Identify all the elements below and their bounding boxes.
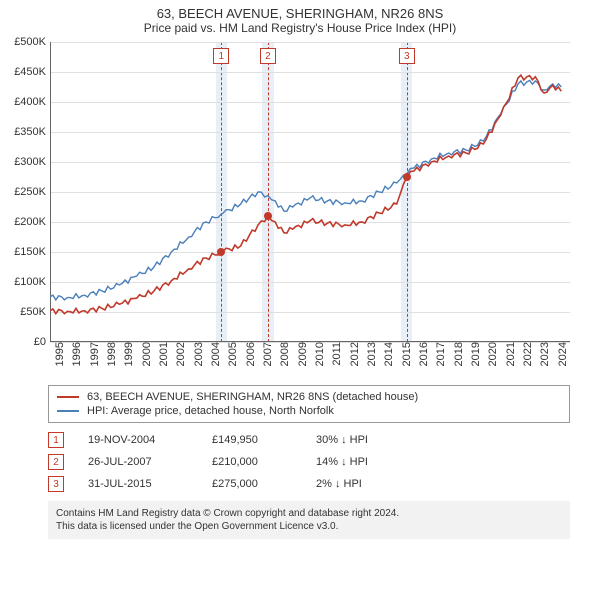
y-axis-label: £250K [14,186,50,198]
sale-delta: 2% ↓ HPI [316,478,362,490]
legend-label: 63, BEECH AVENUE, SHERINGHAM, NR26 8NS (… [87,391,418,403]
y-axis-label: £400K [14,96,50,108]
sale-number: 2 [48,454,64,470]
chart-title: 63, BEECH AVENUE, SHERINGHAM, NR26 8NS [0,0,600,21]
sale-row: 1 19-NOV-2004 £149,950 30% ↓ HPI [48,429,570,451]
sale-date: 31-JUL-2015 [88,478,188,490]
x-axis-label: 2010 [310,342,326,366]
legend-row: HPI: Average price, detached house, Nort… [57,404,561,418]
y-axis-label: £450K [14,66,50,78]
legend-swatch [57,410,79,412]
footer-line: This data is licensed under the Open Gov… [56,520,562,533]
legend-row: 63, BEECH AVENUE, SHERINGHAM, NR26 8NS (… [57,390,561,404]
chart-svg [50,42,570,342]
chart-subtitle: Price paid vs. HM Land Registry's House … [0,21,600,39]
sale-marker: 3 [399,48,415,64]
x-axis-label: 2020 [483,342,499,366]
y-axis-label: £50K [20,306,50,318]
x-axis-label: 2009 [293,342,309,366]
x-axis-label: 2006 [241,342,257,366]
x-axis-label: 1995 [50,342,66,366]
sale-date: 19-NOV-2004 [88,434,188,446]
x-axis-label: 1998 [102,342,118,366]
sale-row: 3 31-JUL-2015 £275,000 2% ↓ HPI [48,473,570,495]
x-axis-label: 2005 [223,342,239,366]
y-axis-label: £300K [14,156,50,168]
sales-table: 1 19-NOV-2004 £149,950 30% ↓ HPI 2 26-JUL-200… [48,429,570,495]
sale-delta: 14% ↓ HPI [316,456,368,468]
x-axis-label: 2004 [206,342,222,366]
y-axis-label: £150K [14,246,50,258]
x-axis-label: 2001 [154,342,170,366]
x-axis-label: 1996 [67,342,83,366]
x-axis-label: 2016 [414,342,430,366]
x-axis-label: 2012 [345,342,361,366]
x-axis-label: 2000 [137,342,153,366]
sale-dot [403,173,411,181]
x-axis-label: 2022 [518,342,534,366]
x-axis-label: 2014 [379,342,395,366]
sale-marker: 2 [260,48,276,64]
x-axis-label: 2017 [431,342,447,366]
x-axis-label: 1997 [85,342,101,366]
x-axis-label: 2019 [466,342,482,366]
x-axis-label: 2011 [327,342,343,366]
y-axis-label: £350K [14,126,50,138]
y-axis-label: £500K [14,36,50,48]
series-hpi [50,80,561,300]
x-axis-label: 2013 [362,342,378,366]
sale-price: £275,000 [212,478,292,490]
series-property [50,75,561,314]
legend: 63, BEECH AVENUE, SHERINGHAM, NR26 8NS (… [48,385,570,423]
x-axis-label: 2024 [553,342,569,366]
sale-marker: 1 [213,48,229,64]
legend-label: HPI: Average price, detached house, Nort… [87,405,334,417]
sale-date: 26-JUL-2007 [88,456,188,468]
x-axis-label: 2015 [397,342,413,366]
x-axis-label: 2008 [275,342,291,366]
sale-dot [217,248,225,256]
price-chart: £0£50K£100K£150K£200K£250K£300K£350K£400… [50,42,570,342]
x-axis-label: 2023 [535,342,551,366]
x-axis-label: 2021 [501,342,517,366]
footer-attribution: Contains HM Land Registry data © Crown c… [48,501,570,539]
x-axis-label: 2018 [449,342,465,366]
sale-price: £149,950 [212,434,292,446]
y-axis-label: £100K [14,276,50,288]
sale-number: 3 [48,476,64,492]
sale-number: 1 [48,432,64,448]
sale-delta: 30% ↓ HPI [316,434,368,446]
legend-swatch [57,396,79,398]
sale-dot [264,212,272,220]
x-axis-label: 1999 [119,342,135,366]
x-axis-label: 2003 [189,342,205,366]
sale-price: £210,000 [212,456,292,468]
y-axis-label: £200K [14,216,50,228]
sale-row: 2 26-JUL-2007 £210,000 14% ↓ HPI [48,451,570,473]
x-axis-label: 2002 [171,342,187,366]
y-axis-label: £0 [34,336,50,348]
x-axis-label: 2007 [258,342,274,366]
footer-line: Contains HM Land Registry data © Crown c… [56,507,562,520]
